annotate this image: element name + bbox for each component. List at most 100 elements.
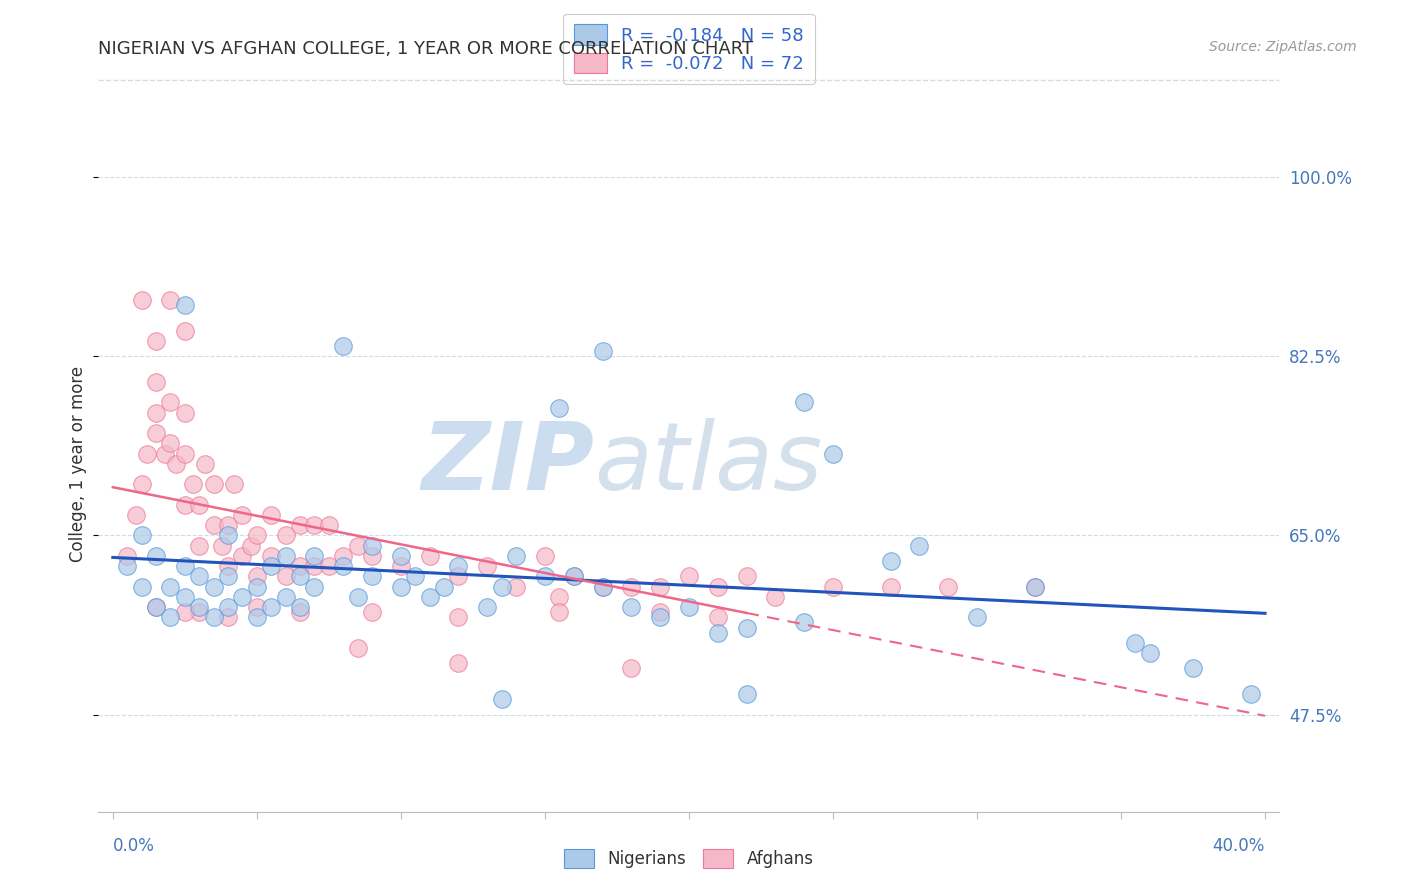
Point — [246, 580, 269, 594]
Point — [332, 339, 354, 353]
Point — [548, 605, 571, 619]
Point — [447, 569, 470, 583]
Point — [706, 625, 728, 640]
Point — [240, 539, 263, 553]
Point — [562, 569, 585, 583]
Point — [246, 528, 269, 542]
Point — [188, 498, 211, 512]
Point — [879, 580, 901, 594]
Point — [202, 580, 225, 594]
Point — [211, 539, 233, 553]
Point — [202, 610, 225, 624]
Point — [173, 406, 195, 420]
Point — [389, 549, 412, 563]
Point — [534, 569, 557, 583]
Point — [131, 293, 153, 307]
Point — [534, 549, 557, 563]
Point — [145, 600, 167, 615]
Point — [183, 477, 205, 491]
Point — [217, 528, 239, 542]
Point — [1240, 687, 1263, 701]
Point — [288, 569, 311, 583]
Point — [173, 498, 195, 512]
Text: atlas: atlas — [595, 418, 823, 509]
Point — [346, 590, 368, 604]
Point — [260, 559, 283, 574]
Text: ZIP: ZIP — [422, 417, 595, 510]
Point — [173, 605, 195, 619]
Point — [477, 600, 499, 615]
Point — [821, 447, 844, 461]
Point — [318, 518, 340, 533]
Point — [620, 600, 643, 615]
Point — [145, 600, 167, 615]
Point — [304, 518, 326, 533]
Point — [620, 661, 643, 675]
Point — [447, 610, 470, 624]
Point — [260, 600, 283, 615]
Point — [419, 590, 441, 604]
Point — [361, 549, 384, 563]
Point — [332, 549, 354, 563]
Point — [173, 559, 195, 574]
Point — [908, 539, 931, 553]
Point — [447, 559, 470, 574]
Point — [389, 559, 412, 574]
Point — [231, 590, 253, 604]
Point — [620, 580, 643, 594]
Point — [706, 610, 728, 624]
Point — [202, 518, 225, 533]
Point — [288, 518, 311, 533]
Point — [389, 580, 412, 594]
Point — [592, 580, 614, 594]
Point — [879, 554, 901, 568]
Point — [793, 395, 815, 409]
Point — [1182, 661, 1205, 675]
Point — [447, 657, 470, 671]
Point — [274, 590, 297, 604]
Point — [1024, 580, 1046, 594]
Point — [318, 559, 340, 574]
Point — [650, 610, 672, 624]
Point — [217, 600, 239, 615]
Point — [217, 559, 239, 574]
Point — [332, 559, 354, 574]
Point — [592, 580, 614, 594]
Point — [821, 580, 844, 594]
Point — [274, 528, 297, 542]
Point — [246, 610, 269, 624]
Point — [288, 605, 311, 619]
Point — [260, 549, 283, 563]
Point — [136, 447, 159, 461]
Point — [173, 324, 195, 338]
Point — [477, 559, 499, 574]
Point — [217, 610, 239, 624]
Text: NIGERIAN VS AFGHAN COLLEGE, 1 YEAR OR MORE CORRELATION CHART: NIGERIAN VS AFGHAN COLLEGE, 1 YEAR OR MO… — [98, 40, 754, 58]
Point — [188, 605, 211, 619]
Point — [202, 477, 225, 491]
Legend: R =  -0.184   N = 58, R =  -0.072   N = 72: R = -0.184 N = 58, R = -0.072 N = 72 — [564, 13, 814, 84]
Point — [304, 549, 326, 563]
Point — [793, 615, 815, 630]
Point — [159, 610, 181, 624]
Point — [188, 569, 211, 583]
Point — [361, 539, 384, 553]
Point — [222, 477, 245, 491]
Point — [159, 293, 181, 307]
Legend: Nigerians, Afghans: Nigerians, Afghans — [558, 843, 820, 875]
Point — [678, 569, 700, 583]
Point — [188, 539, 211, 553]
Point — [361, 569, 384, 583]
Point — [735, 621, 758, 635]
Point — [145, 426, 167, 441]
Point — [159, 436, 181, 450]
Point — [650, 605, 672, 619]
Point — [246, 569, 269, 583]
Point — [706, 580, 728, 594]
Point — [125, 508, 148, 522]
Point — [115, 549, 138, 563]
Point — [562, 569, 585, 583]
Point — [505, 549, 527, 563]
Point — [145, 334, 167, 348]
Point — [304, 580, 326, 594]
